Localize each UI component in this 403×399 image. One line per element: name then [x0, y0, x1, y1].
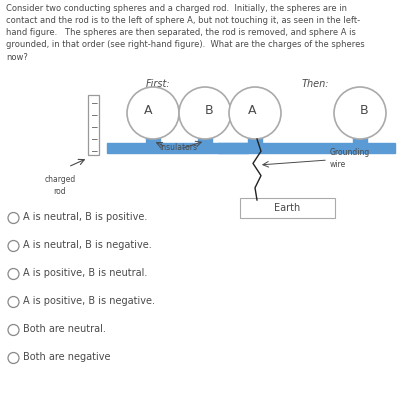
Text: Both are neutral.: Both are neutral. — [23, 324, 106, 334]
Text: Then:: Then: — [301, 79, 329, 89]
Text: −: − — [90, 134, 97, 144]
Text: −: − — [90, 122, 97, 132]
Text: A is neutral, B is positive.: A is neutral, B is positive. — [23, 212, 147, 222]
Text: −: − — [90, 99, 97, 107]
Text: −: − — [90, 111, 97, 119]
Bar — [107, 143, 248, 153]
Bar — [248, 121, 262, 143]
Text: A is positive, B is neutral.: A is positive, B is neutral. — [23, 268, 147, 278]
Text: A: A — [248, 105, 256, 117]
Text: Earth: Earth — [274, 203, 301, 213]
Bar — [353, 121, 367, 143]
Text: Both are negative: Both are negative — [23, 352, 110, 362]
Text: A is neutral, B is negative.: A is neutral, B is negative. — [23, 240, 152, 250]
Bar — [240, 198, 335, 218]
Text: Consider two conducting spheres and a charged rod.  Initially, the spheres are i: Consider two conducting spheres and a ch… — [6, 4, 365, 61]
Text: B: B — [205, 105, 213, 117]
Text: charged
rod: charged rod — [44, 175, 76, 196]
Bar — [198, 121, 212, 143]
Circle shape — [229, 87, 281, 139]
Text: A is positive, B is negative.: A is positive, B is negative. — [23, 296, 155, 306]
Text: Grounding
wire: Grounding wire — [330, 148, 370, 169]
Circle shape — [334, 87, 386, 139]
Bar — [218, 143, 395, 153]
Circle shape — [127, 87, 179, 139]
Circle shape — [179, 87, 231, 139]
Bar — [88, 95, 99, 155]
Text: −: − — [90, 146, 97, 156]
Text: Insulators: Insulators — [159, 143, 197, 152]
Text: A: A — [144, 105, 152, 117]
Bar — [146, 121, 160, 143]
Text: B: B — [360, 105, 368, 117]
Text: First:: First: — [146, 79, 170, 89]
